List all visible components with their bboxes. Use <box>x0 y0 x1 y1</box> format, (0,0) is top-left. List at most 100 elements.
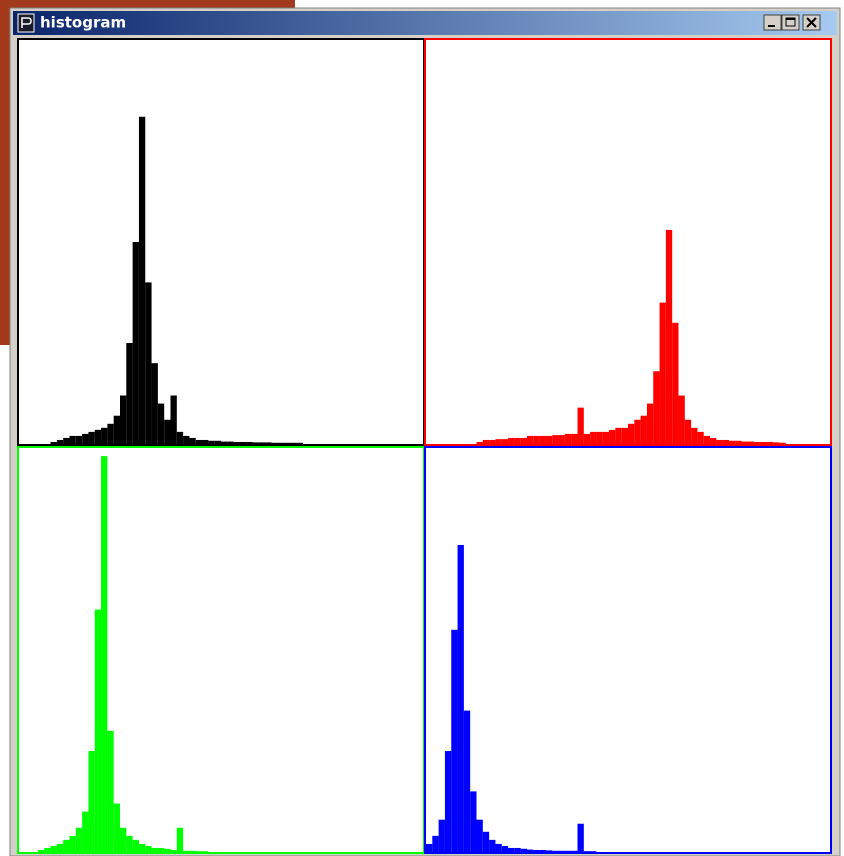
histogram-panel <box>424 446 832 854</box>
histogram-bar <box>634 419 641 444</box>
histogram-bar <box>69 435 76 444</box>
histogram-bar <box>640 415 647 444</box>
histogram-bar <box>151 363 158 444</box>
histogram-bar <box>489 839 496 852</box>
histogram-bar <box>284 442 291 444</box>
histogram-bar <box>527 849 534 852</box>
histogram-bar <box>779 442 786 444</box>
desktop-background <box>0 0 12 345</box>
histogram-bar <box>489 439 496 444</box>
histogram-bar <box>482 831 490 852</box>
histogram-bar <box>564 850 572 852</box>
histogram-bar <box>126 835 133 852</box>
histogram-bar <box>577 823 584 852</box>
histogram-bar <box>56 439 64 444</box>
histogram-bar <box>476 441 483 444</box>
histogram-bar <box>716 439 723 444</box>
histogram-bar <box>183 435 190 444</box>
histogram-bar <box>126 343 133 444</box>
histogram-bar <box>514 437 521 444</box>
histogram-bar <box>145 845 152 852</box>
histogram-bar <box>120 827 127 852</box>
panel-background <box>424 38 832 446</box>
histogram-bar <box>221 441 228 444</box>
histogram-bar <box>113 415 120 444</box>
histogram-bar <box>520 437 527 444</box>
histogram-bar <box>176 827 184 852</box>
histogram-bar <box>697 431 704 444</box>
histogram-bar <box>539 849 546 852</box>
histogram-bar <box>132 242 139 444</box>
histogram-bar <box>463 710 471 852</box>
histogram-bar <box>132 839 139 852</box>
histogram-bar <box>157 847 165 852</box>
histogram-bar <box>766 441 774 444</box>
panel-border <box>424 446 832 854</box>
histogram-bar <box>138 116 146 444</box>
histogram-bar <box>37 849 45 852</box>
histogram-bar <box>246 441 253 444</box>
histogram-bar <box>88 431 95 444</box>
panel-background <box>17 446 425 854</box>
histogram-bar <box>63 839 70 852</box>
histogram-bar <box>75 435 83 444</box>
histogram-bar <box>508 847 515 852</box>
histogram-bar <box>571 433 578 444</box>
close-button[interactable] <box>802 14 821 31</box>
histogram-bar <box>195 439 203 444</box>
histogram-bar <box>609 429 616 444</box>
histogram-bar <box>451 629 458 852</box>
histogram-bar <box>44 847 51 852</box>
histogram-bar <box>75 827 83 852</box>
histogram-bar <box>227 441 234 444</box>
histogram-bar <box>571 850 578 852</box>
minimize-button[interactable] <box>763 14 782 31</box>
histogram-bar <box>183 850 190 852</box>
histogram-bar <box>195 851 203 852</box>
histogram-bar <box>741 441 748 444</box>
histogram-bar <box>101 456 108 852</box>
histogram-panel <box>17 446 425 854</box>
histogram-bar <box>265 442 272 444</box>
maximize-button[interactable] <box>781 14 800 31</box>
histogram-bar <box>164 848 171 852</box>
histogram-bar <box>672 322 679 444</box>
histogram-panel <box>17 38 425 446</box>
histogram-bar <box>438 819 445 852</box>
histogram-bar <box>684 419 692 444</box>
histogram-bar <box>107 423 114 444</box>
histogram-bar <box>501 439 509 444</box>
window-title: histogram <box>40 14 126 32</box>
histogram-bar <box>602 431 610 444</box>
histogram-bar <box>773 442 780 444</box>
histogram-bar <box>577 407 584 444</box>
histogram-bar <box>729 440 736 444</box>
histogram-bar <box>665 229 673 444</box>
histogram-bar <box>659 302 666 444</box>
histogram-bar <box>678 395 685 444</box>
histogram-bar <box>508 437 515 444</box>
histogram-bar <box>151 847 158 852</box>
histogram-bar <box>233 441 240 444</box>
histogram-bar <box>63 437 70 444</box>
histogram-bar <box>628 423 635 444</box>
histogram-bar <box>596 431 603 444</box>
histogram-bar <box>145 282 152 444</box>
panel-border <box>424 38 832 446</box>
histogram-bar <box>590 851 597 852</box>
histogram-bar <box>545 435 553 444</box>
title-bar[interactable] <box>13 11 837 35</box>
histogram-bar <box>710 437 717 444</box>
panel-background <box>17 38 425 446</box>
histogram-bar <box>82 433 89 444</box>
histogram-bar <box>189 437 196 444</box>
desktop-background <box>0 0 295 10</box>
histogram-bar <box>107 730 114 852</box>
histogram-bar <box>258 442 266 444</box>
histogram-bar <box>545 850 553 852</box>
histogram-bar <box>615 427 622 444</box>
histogram-bar <box>527 435 534 444</box>
histogram-bar <box>495 439 502 444</box>
histogram-bar <box>558 435 565 444</box>
histogram-bar <box>189 850 196 852</box>
